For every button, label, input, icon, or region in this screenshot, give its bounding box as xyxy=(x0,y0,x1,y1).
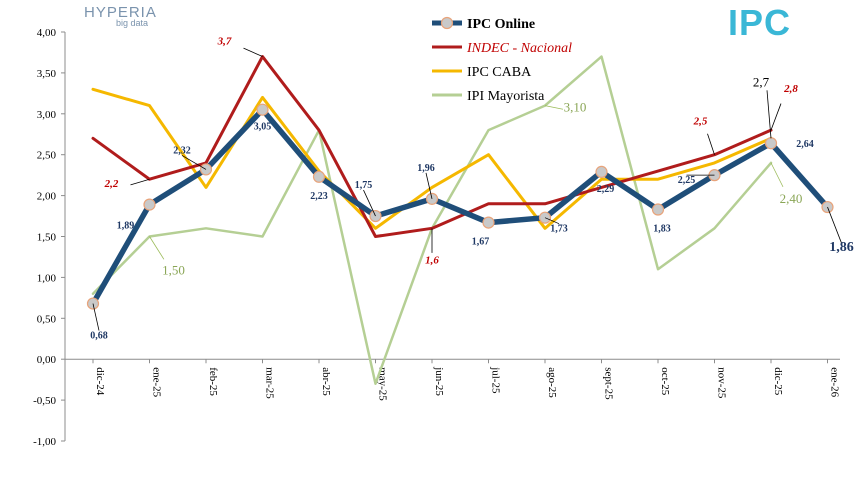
label-leader xyxy=(770,162,784,188)
label-leader xyxy=(243,47,263,57)
data-label-ipc-online: 1,67 xyxy=(472,237,490,248)
data-label-indec: 2,8 xyxy=(783,83,798,95)
data-point-ipc-online xyxy=(143,198,156,211)
x-tick-label: jul-25 xyxy=(490,366,502,394)
data-point-ipc-online xyxy=(312,170,326,183)
y-tick-label: 1,50 xyxy=(37,232,57,244)
y-tick-label: 1,00 xyxy=(37,272,57,284)
hyperia-logo-name: HYPERIA xyxy=(84,4,157,21)
data-label-ipc-online: 2,25 xyxy=(678,175,696,186)
y-tick-label: 3,50 xyxy=(37,68,57,80)
hyperia-logo: HYPERIA big data xyxy=(84,4,157,28)
y-tick-label: 2,50 xyxy=(37,150,57,162)
x-tick-label: may-25 xyxy=(377,367,389,401)
data-label-ipc-online: 1,89 xyxy=(117,221,135,232)
x-tick-label: ene-26 xyxy=(829,367,841,397)
label-leader xyxy=(130,178,150,186)
x-tick-label: nov-25 xyxy=(716,367,728,399)
data-label-ipc-online: 2,29 xyxy=(597,184,615,195)
x-tick-label: mar-25 xyxy=(264,367,276,399)
legend-label-3: IPI Mayorista xyxy=(467,89,545,104)
label-leader xyxy=(92,303,100,331)
data-label-indec: 3,7 xyxy=(217,36,232,48)
data-point-ipc-online xyxy=(482,216,495,229)
data-label-caba: 2,7 xyxy=(753,74,770,89)
y-tick-label: 3,00 xyxy=(37,109,57,121)
y-tick-label: 4,00 xyxy=(37,27,57,39)
label-leader xyxy=(149,236,165,260)
data-point-ipc-online xyxy=(256,103,269,116)
data-label-ipc-online: 2,32 xyxy=(173,145,191,156)
legend-label-0: IPC Online xyxy=(467,17,535,32)
legend-marker xyxy=(440,16,454,30)
data-label-ipc-online: 1,96 xyxy=(417,163,435,174)
data-label-ipc-online: 0,68 xyxy=(90,331,108,342)
label-leader xyxy=(181,155,207,170)
data-label-ipc-online: 2,64 xyxy=(796,139,814,150)
x-tick-label: feb-25 xyxy=(207,367,219,396)
data-label-ipc-online: 1,73 xyxy=(550,224,568,235)
legend-label-1: INDEC - Nacional xyxy=(466,41,572,56)
hyperia-logo-sub: big data xyxy=(116,18,149,28)
data-label-ipc-online: 3,05 xyxy=(254,122,272,133)
data-label-ipc-online: 2,23 xyxy=(310,191,328,202)
x-tick-label: sept-25 xyxy=(603,367,615,400)
y-tick-label: -0,50 xyxy=(33,395,56,407)
series-line-0 xyxy=(90,106,831,307)
data-label-ipc-online: 1,75 xyxy=(355,180,373,191)
series-line-3 xyxy=(91,55,773,385)
data-label-indec: 2,5 xyxy=(693,116,708,128)
data-label-ipi: 1,50 xyxy=(162,263,185,278)
y-tick-label: 0,00 xyxy=(37,354,57,366)
label-leader xyxy=(425,172,433,199)
data-point-ipc-online xyxy=(764,137,778,150)
data-label-ipc-online: 1,83 xyxy=(653,224,671,235)
data-label-indec: 1,6 xyxy=(425,254,439,266)
label-leader xyxy=(544,217,560,225)
y-tick-label: -1,00 xyxy=(33,436,56,448)
ipc-logo: IPC xyxy=(728,2,792,43)
x-tick-label: jun-25 xyxy=(433,366,445,396)
series-line-1 xyxy=(91,55,773,238)
label-leader xyxy=(770,103,782,131)
data-label-ipi: 2,40 xyxy=(780,191,803,206)
data-label-ipi: 3,10 xyxy=(564,100,587,115)
series-line-2 xyxy=(91,87,773,230)
data-label-ipc-online: 1,86 xyxy=(829,240,854,255)
label-leader xyxy=(827,206,842,244)
legend-label-2: IPC CABA xyxy=(467,65,532,80)
x-tick-label: dic-25 xyxy=(772,367,784,396)
y-tick-label: 2,00 xyxy=(37,191,57,203)
label-leader xyxy=(363,189,376,217)
data-point-ipc-online xyxy=(651,203,665,216)
x-tick-label: oct-25 xyxy=(659,367,671,396)
y-tick-label: 0,50 xyxy=(37,313,57,325)
x-tick-label: abr-25 xyxy=(320,367,332,396)
label-leader xyxy=(766,90,772,139)
x-tick-label: ene-25 xyxy=(151,367,163,397)
x-tick-label: dic-24 xyxy=(94,367,106,396)
data-point-ipc-online xyxy=(595,165,608,178)
x-tick-label: ago-25 xyxy=(546,367,558,398)
data-label-indec: 2,2 xyxy=(104,178,119,190)
label-leader xyxy=(707,133,715,155)
label-leader xyxy=(544,105,564,110)
